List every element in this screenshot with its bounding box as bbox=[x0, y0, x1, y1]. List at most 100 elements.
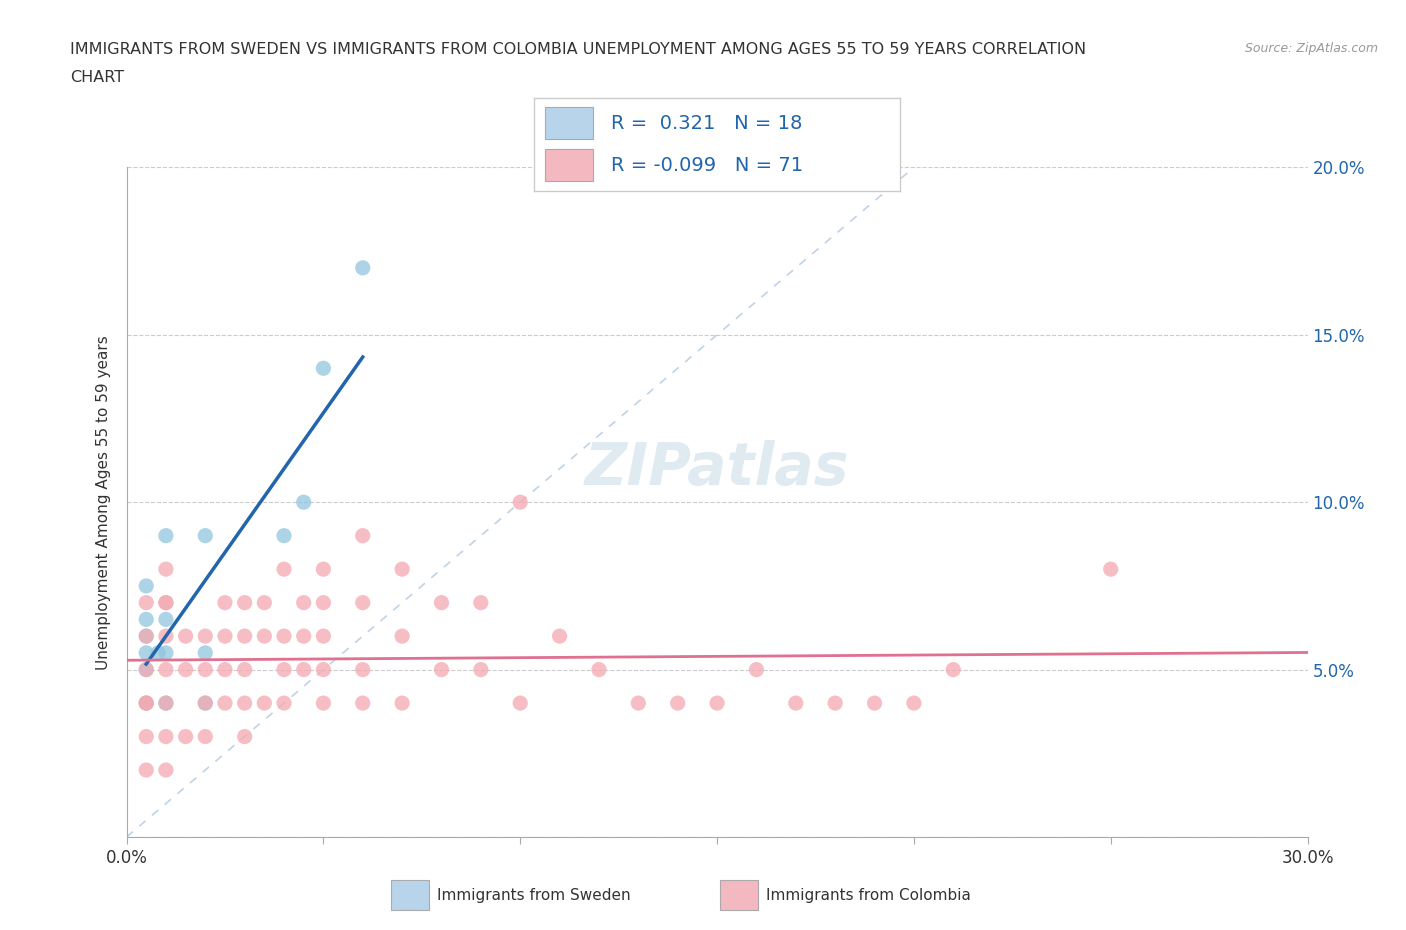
Bar bbox=[720, 880, 758, 910]
Point bbox=[1099, 562, 1122, 577]
Point bbox=[312, 562, 335, 577]
Point bbox=[273, 562, 295, 577]
Point bbox=[214, 696, 236, 711]
Point bbox=[273, 629, 295, 644]
Point bbox=[292, 495, 315, 510]
Text: Source: ZipAtlas.com: Source: ZipAtlas.com bbox=[1244, 42, 1378, 55]
Text: R =  0.321   N = 18: R = 0.321 N = 18 bbox=[612, 113, 803, 133]
Point bbox=[588, 662, 610, 677]
Point bbox=[135, 595, 157, 610]
Point bbox=[627, 696, 650, 711]
Point bbox=[155, 696, 177, 711]
Point bbox=[666, 696, 689, 711]
Point bbox=[509, 696, 531, 711]
Text: ZIPatlas: ZIPatlas bbox=[585, 440, 849, 498]
Point bbox=[863, 696, 886, 711]
Point bbox=[312, 629, 335, 644]
Point bbox=[509, 495, 531, 510]
Point bbox=[430, 662, 453, 677]
Point bbox=[233, 696, 256, 711]
Point bbox=[146, 645, 169, 660]
Point bbox=[135, 763, 157, 777]
Point bbox=[214, 662, 236, 677]
Point bbox=[903, 696, 925, 711]
Point bbox=[312, 361, 335, 376]
Point bbox=[155, 729, 177, 744]
Point bbox=[292, 662, 315, 677]
Point bbox=[292, 629, 315, 644]
Point bbox=[745, 662, 768, 677]
Point bbox=[194, 528, 217, 543]
Bar bbox=[391, 880, 429, 910]
Point bbox=[352, 595, 374, 610]
Point bbox=[292, 595, 315, 610]
Point bbox=[352, 696, 374, 711]
Point bbox=[155, 595, 177, 610]
Point bbox=[135, 645, 157, 660]
Point bbox=[352, 662, 374, 677]
Point bbox=[194, 645, 217, 660]
Point bbox=[233, 595, 256, 610]
Text: CHART: CHART bbox=[70, 70, 124, 85]
Point bbox=[430, 595, 453, 610]
Point bbox=[233, 729, 256, 744]
Point bbox=[155, 595, 177, 610]
Point bbox=[312, 595, 335, 610]
Point bbox=[135, 696, 157, 711]
Point bbox=[470, 595, 492, 610]
Point bbox=[135, 696, 157, 711]
Point bbox=[312, 662, 335, 677]
Point bbox=[194, 696, 217, 711]
Point bbox=[352, 528, 374, 543]
Point bbox=[352, 260, 374, 275]
Text: Immigrants from Colombia: Immigrants from Colombia bbox=[766, 887, 972, 903]
Point bbox=[273, 528, 295, 543]
Point bbox=[135, 662, 157, 677]
Point bbox=[391, 696, 413, 711]
Point bbox=[155, 763, 177, 777]
Point bbox=[214, 629, 236, 644]
Point bbox=[155, 562, 177, 577]
Point bbox=[233, 662, 256, 677]
Text: Immigrants from Sweden: Immigrants from Sweden bbox=[437, 887, 631, 903]
Point bbox=[470, 662, 492, 677]
Point bbox=[155, 696, 177, 711]
Point bbox=[135, 578, 157, 593]
Point bbox=[155, 629, 177, 644]
Point bbox=[155, 612, 177, 627]
Point bbox=[391, 562, 413, 577]
Point bbox=[194, 729, 217, 744]
Point bbox=[135, 629, 157, 644]
Point bbox=[135, 662, 157, 677]
Point bbox=[253, 696, 276, 711]
Point bbox=[194, 662, 217, 677]
Point bbox=[174, 662, 197, 677]
Text: IMMIGRANTS FROM SWEDEN VS IMMIGRANTS FROM COLOMBIA UNEMPLOYMENT AMONG AGES 55 TO: IMMIGRANTS FROM SWEDEN VS IMMIGRANTS FRO… bbox=[70, 42, 1087, 57]
Point bbox=[135, 629, 157, 644]
Text: R = -0.099   N = 71: R = -0.099 N = 71 bbox=[612, 155, 803, 175]
Point bbox=[253, 595, 276, 610]
Point bbox=[253, 629, 276, 644]
Point bbox=[706, 696, 728, 711]
Point bbox=[194, 629, 217, 644]
Point bbox=[135, 612, 157, 627]
Point bbox=[194, 696, 217, 711]
Point bbox=[155, 528, 177, 543]
Point bbox=[391, 629, 413, 644]
Y-axis label: Unemployment Among Ages 55 to 59 years: Unemployment Among Ages 55 to 59 years bbox=[96, 335, 111, 670]
Point bbox=[135, 696, 157, 711]
Point bbox=[135, 729, 157, 744]
Bar bbox=[546, 107, 593, 140]
Point bbox=[155, 662, 177, 677]
Point bbox=[233, 629, 256, 644]
Point bbox=[548, 629, 571, 644]
Point bbox=[214, 595, 236, 610]
Bar bbox=[546, 149, 593, 181]
Point bbox=[824, 696, 846, 711]
Point bbox=[155, 645, 177, 660]
Point bbox=[312, 696, 335, 711]
Point bbox=[273, 662, 295, 677]
Point bbox=[174, 729, 197, 744]
Point bbox=[785, 696, 807, 711]
Point bbox=[942, 662, 965, 677]
